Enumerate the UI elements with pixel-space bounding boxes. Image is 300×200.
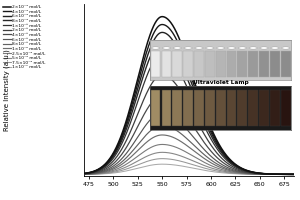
Circle shape (152, 47, 160, 49)
Bar (270, 90, 280, 126)
Circle shape (238, 47, 247, 49)
Circle shape (184, 47, 192, 49)
Bar (238, 90, 247, 126)
Bar (151, 51, 160, 77)
Bar (248, 90, 258, 126)
Bar (162, 51, 171, 77)
Bar (194, 90, 204, 126)
Bar (259, 90, 269, 126)
Circle shape (271, 47, 279, 49)
Text: Relative Intensity (a.u.): Relative Intensity (a.u.) (3, 49, 10, 131)
Text: Ultraviolet Lamp: Ultraviolet Lamp (193, 80, 248, 85)
Circle shape (282, 47, 290, 49)
Bar (205, 90, 215, 126)
Bar (281, 90, 291, 126)
Bar (205, 51, 215, 77)
Bar (151, 90, 160, 126)
Circle shape (206, 47, 214, 49)
Bar (259, 51, 269, 77)
Bar (270, 51, 280, 77)
Circle shape (173, 47, 182, 49)
Bar (194, 51, 204, 77)
Bar (281, 51, 291, 77)
Circle shape (260, 47, 268, 49)
Bar (238, 51, 247, 77)
Circle shape (227, 47, 236, 49)
Bar (248, 51, 258, 77)
Bar (216, 51, 226, 77)
Circle shape (249, 47, 257, 49)
Bar (183, 51, 193, 77)
Bar (172, 90, 182, 126)
Bar (216, 90, 226, 126)
Circle shape (217, 47, 225, 49)
Bar (162, 90, 171, 126)
Circle shape (195, 47, 203, 49)
Bar (226, 51, 236, 77)
Legend: 2×10⁻⁴ mol/L, 4×10⁻⁴ mol/L, 6×10⁻⁴ mol/L, 8×10⁻⁴ mol/L, 1×10⁻³ mol/L, 2×10⁻³ mol: 2×10⁻⁴ mol/L, 4×10⁻⁴ mol/L, 6×10⁻⁴ mol/L… (2, 5, 46, 70)
Circle shape (162, 47, 171, 49)
Bar (172, 51, 182, 77)
Bar (183, 90, 193, 126)
Bar (226, 90, 236, 126)
